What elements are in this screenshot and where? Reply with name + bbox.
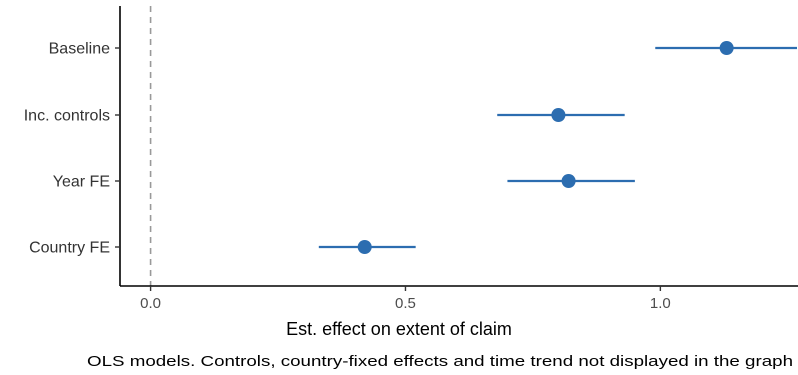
y-tick-label: Inc. controls bbox=[24, 108, 110, 125]
x-ticks: 0.0 0.5 1.0 bbox=[140, 286, 671, 312]
axes-group bbox=[119, 6, 798, 287]
category-labels: Baseline Inc. controls Year FE Country FE bbox=[24, 41, 120, 257]
chart-caption: OLS models. Controls, country-fixed effe… bbox=[87, 353, 793, 370]
x-axis-title: Est. effect on extent of claim bbox=[286, 319, 512, 339]
x-tick-label: 0.0 bbox=[140, 295, 161, 312]
x-tick-label: 0.5 bbox=[395, 295, 416, 312]
y-tick-label: Year FE bbox=[53, 174, 110, 191]
point-estimate bbox=[357, 240, 372, 254]
point-estimate bbox=[561, 174, 576, 188]
point-estimate bbox=[719, 41, 734, 55]
y-tick-label: Country FE bbox=[29, 240, 110, 257]
point-estimate bbox=[551, 108, 566, 122]
y-tick-label: Baseline bbox=[49, 41, 110, 58]
x-tick-label: 1.0 bbox=[650, 295, 671, 312]
series-marks bbox=[318, 41, 797, 254]
